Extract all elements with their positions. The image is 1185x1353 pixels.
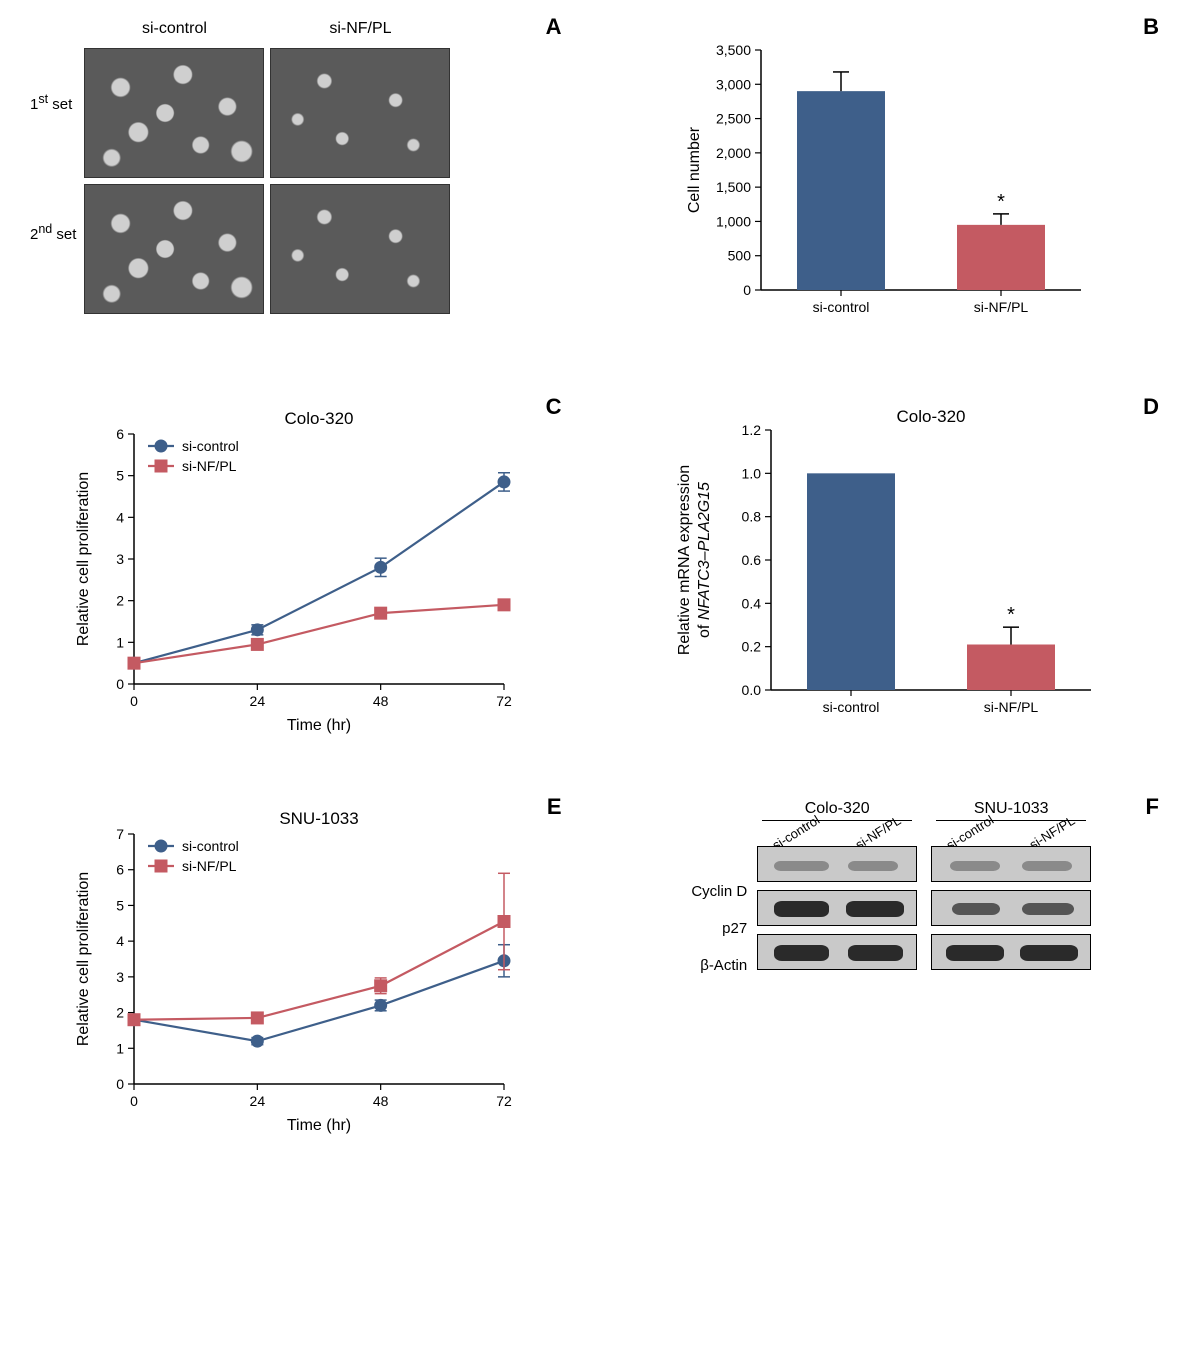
svg-text:1: 1 [116,634,124,650]
svg-text:Colo-320: Colo-320 [284,409,353,428]
svg-text:si-control: si-control [823,699,880,715]
panel-a-row1: 1st set [30,92,76,113]
svg-text:Time (hr): Time (hr) [287,1117,351,1134]
svg-text:72: 72 [496,1093,512,1109]
panel-d: D 0.00.20.40.60.81.01.2Colo-320Relative … [628,400,1156,740]
svg-text:3: 3 [116,551,124,567]
micro-1st-control [84,48,264,178]
svg-text:0: 0 [130,693,138,709]
svg-text:si-control: si-control [813,299,870,315]
svg-text:2,000: 2,000 [716,145,751,161]
svg-text:0.8: 0.8 [742,509,762,525]
svg-text:72: 72 [496,693,512,709]
svg-text:0.2: 0.2 [742,639,762,655]
svg-text:Colo-320: Colo-320 [897,407,966,426]
panel-a-row-headers: 1st set 2nd set [30,37,76,297]
svg-text:24: 24 [249,693,265,709]
svg-text:3,500: 3,500 [716,42,751,58]
svg-text:7: 7 [116,826,124,842]
svg-text:Relative mRNA expression: Relative mRNA expression [676,465,693,655]
svg-text:48: 48 [373,693,389,709]
micro-2nd-nfpl [270,184,450,314]
micro-1st-nfpl [270,48,450,178]
panel-a-col1: si-control [84,20,264,42]
svg-text:*: * [997,191,1005,213]
svg-text:6: 6 [116,426,124,442]
blot-strip [757,846,917,882]
svg-text:0: 0 [130,1093,138,1109]
svg-text:si-NF/PL: si-NF/PL [984,699,1039,715]
blot-protein-label: p27 [722,920,747,937]
panel-e: E 012345670244872SNU-1033Time (hr)Relati… [30,800,558,1140]
blot-strip [757,890,917,926]
svg-text:1.2: 1.2 [742,422,762,438]
panel-e-label: E [547,794,562,820]
svg-text:500: 500 [728,248,752,264]
svg-text:1: 1 [116,1040,124,1056]
svg-text:1.0: 1.0 [742,465,762,481]
svg-text:0.4: 0.4 [742,595,762,611]
svg-text:4: 4 [116,509,124,525]
svg-text:si-NF/PL: si-NF/PL [974,299,1029,315]
panel-b: B 05001,0001,5002,0002,5003,0003,500Cell… [628,20,1156,340]
svg-text:0: 0 [116,1076,124,1092]
panel-a-row2: 2nd set [30,222,76,243]
blot-protein-label: β-Actin [700,957,747,974]
svg-text:1,000: 1,000 [716,213,751,229]
svg-text:Cell number: Cell number [686,126,703,213]
svg-text:0: 0 [743,282,751,298]
blot-strip [931,890,1091,926]
svg-text:2,500: 2,500 [716,111,751,127]
svg-text:0.6: 0.6 [742,552,762,568]
line-chart-e: 0 1 2 3 4 5 6 7 0 24 48 72 SNU-1033 Time (hr) Relative… [64,800,524,1140]
panel-d-label: D [1143,394,1159,420]
svg-text:0: 0 [116,676,124,692]
svg-text:si-NF/PL: si-NF/PL [182,858,237,874]
panel-a: A 1st set 2nd set si-control si-NF/PL [30,20,558,340]
blot-strip [931,934,1091,970]
line-chart-c: 0 1 2 3 4 5 6 0 24 48 72 Colo-320 Time (hr) Relative … [64,400,524,740]
panel-c: C 01234560244872Colo-320Time (hr)Relativ… [30,400,558,740]
svg-text:24: 24 [249,1093,265,1109]
svg-text:3: 3 [116,969,124,985]
panel-a-col2: si-NF/PL [270,20,450,42]
svg-text:6: 6 [116,862,124,878]
svg-text:5: 5 [116,897,124,913]
blot-strip [757,934,917,970]
svg-text:48: 48 [373,1093,389,1109]
svg-text:0.0: 0.0 [742,682,762,698]
svg-text:4: 4 [116,933,124,949]
svg-text:SNU-1033: SNU-1033 [279,809,358,828]
blot-group: SNU-1033si-controlsi-NF/PL [931,800,1091,978]
svg-text:of NFATC3–PLA2G15: of NFATC3–PLA2G15 [696,482,713,638]
blot-protein-label: Cyclin D [691,883,747,900]
panel-f-label: F [1146,794,1159,820]
svg-text:3,000: 3,000 [716,76,751,92]
svg-text:Time (hr): Time (hr) [287,717,351,734]
svg-text:2: 2 [116,593,124,609]
svg-text:si-control: si-control [182,838,239,854]
figure-grid: A 1st set 2nd set si-control si-NF/PL B … [30,20,1155,1140]
panel-b-label: B [1143,14,1159,40]
svg-text:Relative cell proliferation: Relative cell proliferation [75,872,92,1046]
svg-text:1,500: 1,500 [716,179,751,195]
svg-text:si-NF/PL: si-NF/PL [182,458,237,474]
blot-strip [931,846,1091,882]
svg-text:5: 5 [116,468,124,484]
svg-text:*: * [1007,604,1015,626]
panel-c-label: C [546,394,562,420]
bar-chart-d: 0.0 0.2 0.4 0.6 0.8 1.0 1.2 Colo-320 Relative mR… [671,400,1111,740]
panel-f: F Cyclin Dp27β-ActinColo-320si-controlsi… [628,800,1156,1140]
svg-text:2: 2 [116,1005,124,1021]
bar-chart-b: 0 500 1,000 1,500 2,000 2,500 3,000 3,500 Cell n… [681,20,1101,340]
svg-text:Relative cell proliferation: Relative cell proliferation [75,472,92,646]
blot-group: Colo-320si-controlsi-NF/PL [757,800,917,978]
panel-a-label: A [546,14,562,40]
svg-text:si-control: si-control [182,438,239,454]
micro-2nd-control [84,184,264,314]
